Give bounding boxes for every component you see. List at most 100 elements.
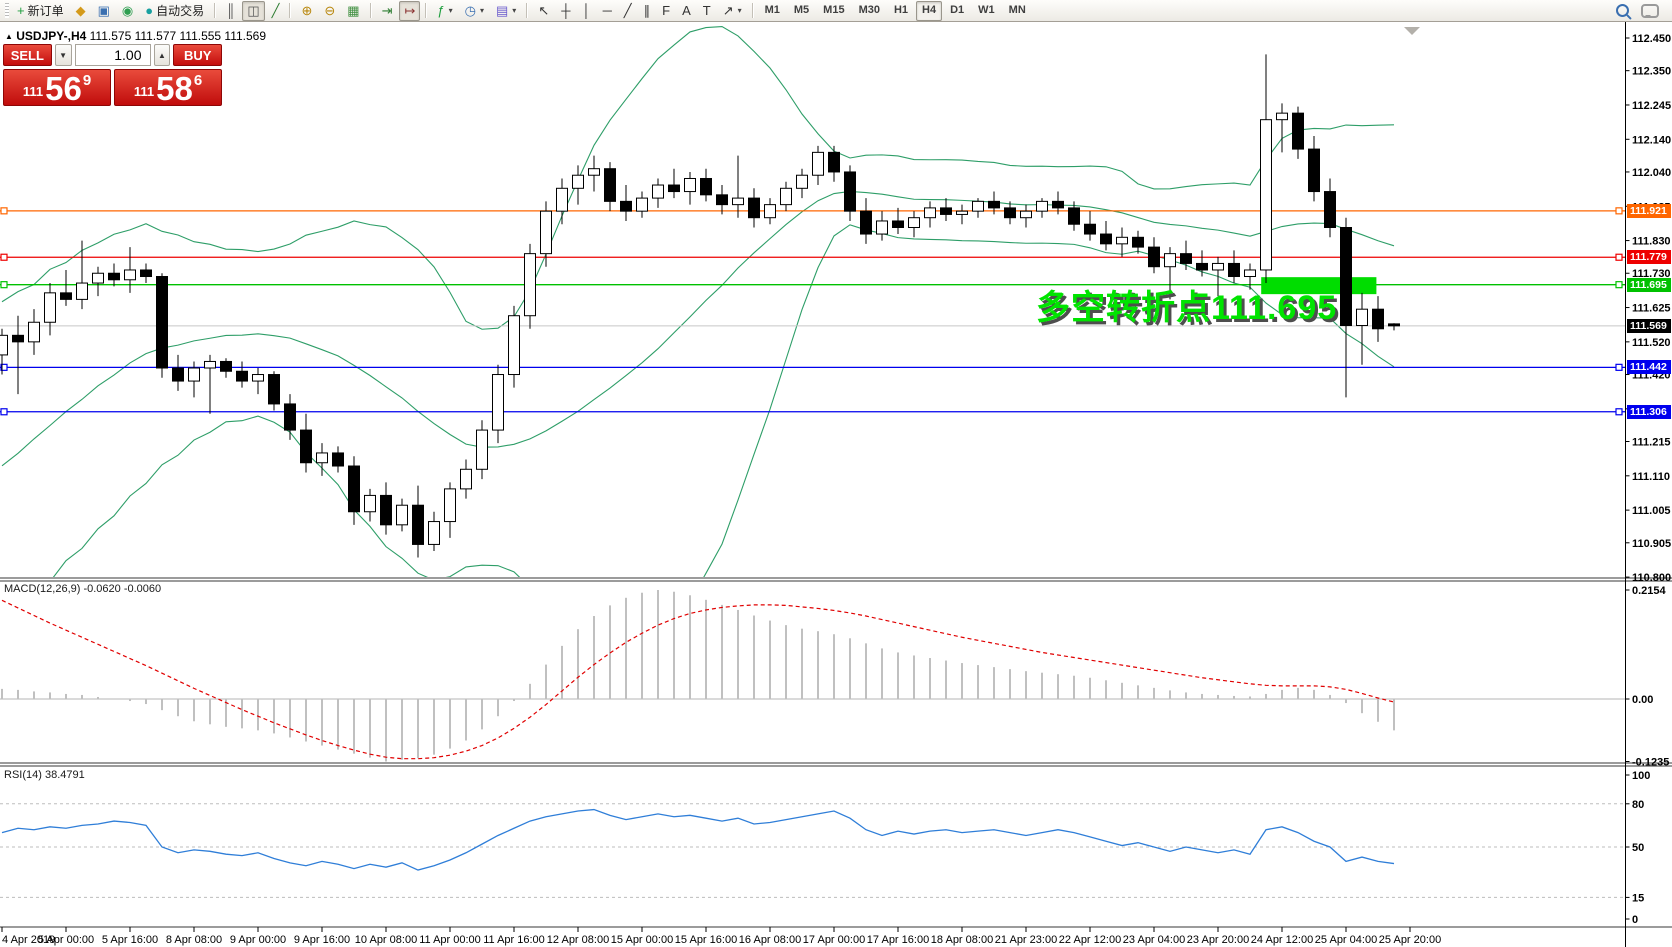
chart-line-button[interactable]: ╱ xyxy=(267,1,285,21)
sell-price-box[interactable]: 111 56 9 xyxy=(3,69,111,106)
chart-bars-button[interactable]: ║ xyxy=(221,1,240,21)
navigator-icon-icon: ▣ xyxy=(97,3,110,18)
symbol-ohlc: 111.575 111.577 111.555 111.569 xyxy=(89,29,267,43)
price-badge: 111.921 xyxy=(1627,203,1671,218)
new-order-button[interactable]: + 新订单 xyxy=(12,1,69,21)
arrows-button-dropdown-icon[interactable]: ▾ xyxy=(737,6,742,15)
templates-button-dropdown-icon[interactable]: ▾ xyxy=(512,6,517,15)
svg-text:0.2154: 0.2154 xyxy=(1632,585,1667,597)
annotation-text: 多空转折点111.695 xyxy=(1036,289,1338,327)
hline-icon: ─ xyxy=(602,3,612,18)
timeframe-m1-button[interactable]: M1 xyxy=(764,3,780,16)
toolbar-grip[interactable] xyxy=(5,3,9,18)
autoscroll-button[interactable]: ⇥ xyxy=(377,1,398,21)
chart-shift-button[interactable]: ↦ xyxy=(399,0,421,21)
svg-text:23 Apr 20:00: 23 Apr 20:00 xyxy=(1187,934,1249,946)
fibonacci-button[interactable]: F xyxy=(657,1,675,21)
arrows-icon: ↗ xyxy=(722,3,734,18)
trendline-button[interactable]: ╱ xyxy=(619,1,637,21)
channel-button[interactable]: ∥ xyxy=(639,1,656,21)
chart-canvas: 112.450 112.350 112.245 112.140 112.040 111.9… xyxy=(0,22,1672,947)
sell-button[interactable]: SELL xyxy=(3,44,52,66)
crosshair-button[interactable]: ┼ xyxy=(556,1,575,21)
svg-text:11 Apr 00:00: 11 Apr 00:00 xyxy=(419,934,481,946)
cursor-button[interactable]: ↖ xyxy=(533,1,554,21)
svg-text:-0.1235: -0.1235 xyxy=(1632,756,1669,768)
periods-button[interactable]: ◷ ▾ xyxy=(460,1,489,21)
timeframe-d1-button[interactable]: D1 xyxy=(950,3,965,16)
marketwatch-icon-icon: ◆ xyxy=(75,3,86,18)
svg-text:5 Apr 16:00: 5 Apr 16:00 xyxy=(102,934,158,946)
collapse-arrow-icon[interactable]: ▲ xyxy=(5,32,13,41)
zoom-in-button[interactable]: ⊕ xyxy=(296,1,317,21)
svg-text:17 Apr 00:00: 17 Apr 00:00 xyxy=(803,934,865,946)
svg-text:80: 80 xyxy=(1632,799,1644,811)
timeframe-h4-button[interactable]: H4 xyxy=(916,0,943,21)
signals-icon[interactable]: ◉ xyxy=(117,1,138,21)
timeframe-m30-button[interactable]: M30 xyxy=(858,3,880,16)
chart-line-icon: ╱ xyxy=(271,3,280,18)
templates-button[interactable]: ▤ ▾ xyxy=(491,1,521,21)
buy-button[interactable]: BUY xyxy=(173,44,222,66)
volume-input[interactable] xyxy=(74,44,151,66)
volume-decrease-button[interactable]: ▼ xyxy=(54,44,72,66)
indicators-button-dropdown-icon[interactable]: ▾ xyxy=(448,6,453,15)
buy-price-sup: 6 xyxy=(193,72,203,89)
svg-text:21 Apr 23:00: 21 Apr 23:00 xyxy=(995,934,1057,946)
tile-windows-button[interactable]: ▦ xyxy=(342,1,364,21)
svg-text:9 Apr 00:00: 9 Apr 00:00 xyxy=(230,934,286,946)
toolbar-separator xyxy=(526,3,529,18)
timeframe-mn-button[interactable]: MN xyxy=(1008,3,1026,16)
volume-increase-button[interactable]: ▲ xyxy=(153,44,171,66)
indicators-icon: ƒ xyxy=(437,3,445,18)
periods-button-dropdown-icon[interactable]: ▾ xyxy=(479,6,484,15)
timeframe-h1-button[interactable]: H1 xyxy=(893,3,909,16)
svg-text:112.040: 112.040 xyxy=(1632,167,1671,179)
svg-text:112.450: 112.450 xyxy=(1632,33,1671,45)
indicators-button[interactable]: ƒ ▾ xyxy=(432,1,457,21)
zoom-out-button[interactable]: ⊖ xyxy=(319,1,340,21)
svg-text:15: 15 xyxy=(1632,892,1644,904)
svg-text:25 Apr 04:00: 25 Apr 04:00 xyxy=(1315,934,1377,946)
chart-candles-button[interactable]: ◫ xyxy=(242,0,265,21)
svg-text:50: 50 xyxy=(1632,842,1644,854)
channel-icon: ∥ xyxy=(643,3,651,18)
arrows-button[interactable]: ↗ ▾ xyxy=(718,1,747,21)
navigator-icon[interactable]: ▣ xyxy=(93,1,115,21)
chat-icon[interactable] xyxy=(1641,3,1659,18)
crosshair-icon: ┼ xyxy=(561,3,571,18)
text-button[interactable]: A xyxy=(677,1,696,21)
label-button[interactable]: T xyxy=(698,1,716,21)
signals-icon-icon: ◉ xyxy=(121,3,134,18)
fibonacci-icon: F xyxy=(662,3,671,18)
timeframe-w1-button[interactable]: W1 xyxy=(978,3,995,16)
chart-candles-icon: ◫ xyxy=(247,3,260,18)
rsi-pane xyxy=(0,803,1625,898)
svg-text:11 Apr 16:00: 11 Apr 16:00 xyxy=(483,934,545,946)
vline-button[interactable]: │ xyxy=(577,1,595,21)
buy-price-box[interactable]: 111 58 6 xyxy=(114,69,222,106)
hline-button[interactable]: ─ xyxy=(598,1,617,21)
autotrading-button-label: 自动交易 xyxy=(156,4,205,18)
periods-icon: ◷ xyxy=(464,3,476,18)
chart-shift-icon: ↦ xyxy=(404,3,416,18)
svg-text:15 Apr 00:00: 15 Apr 00:00 xyxy=(611,934,673,946)
svg-text:111.830: 111.830 xyxy=(1632,236,1671,248)
price-badge: 111.306 xyxy=(1627,404,1671,419)
svg-text:12 Apr 08:00: 12 Apr 08:00 xyxy=(547,934,609,946)
scroll-marker-icon[interactable] xyxy=(1404,27,1420,35)
chart-bars-icon: ║ xyxy=(226,3,236,18)
svg-text:22 Apr 12:00: 22 Apr 12:00 xyxy=(1059,934,1121,946)
price-axis[interactable]: 112.450 112.350 112.245 112.140 112.040 111.9… xyxy=(1625,22,1672,947)
autotrading-button[interactable]: ● 自动交易 xyxy=(140,1,209,21)
search-icon[interactable] xyxy=(1616,4,1629,17)
sell-price-prefix: 111 xyxy=(22,84,44,99)
timeframe-m5-button[interactable]: M5 xyxy=(793,3,810,16)
svg-text:0: 0 xyxy=(1632,914,1638,926)
svg-text:17 Apr 16:00: 17 Apr 16:00 xyxy=(867,934,929,946)
timeframe-m15-button[interactable]: M15 xyxy=(823,3,845,16)
svg-text:112.350: 112.350 xyxy=(1632,66,1671,78)
toolbar: + 新订单 ◆ ▣ ◉ ● 自动交易 ║ ◫ ╱ ⊕ ⊖ ▦ ⇥ ↦ ƒ ▾ ◷ ▾ ▤ ▾ ↖ ┼ │ ─ ╱ ∥ F A T ↗ ▾ M1… xyxy=(0,0,1672,22)
marketwatch-icon[interactable]: ◆ xyxy=(71,1,91,21)
